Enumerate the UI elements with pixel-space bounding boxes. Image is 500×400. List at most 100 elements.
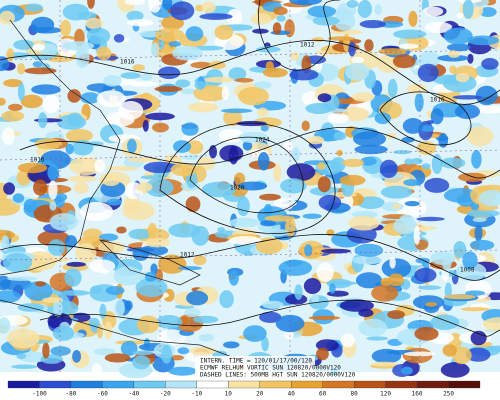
field-blob: [122, 201, 155, 221]
field-blob: [185, 26, 204, 42]
field-blob: [140, 73, 153, 81]
field-blob: [259, 311, 282, 323]
field-blob: [62, 3, 90, 21]
field-blob: [94, 159, 106, 173]
field-blob: [93, 348, 116, 356]
field-blob: [303, 278, 322, 294]
field-blob: [474, 224, 483, 242]
field-blob: [65, 143, 74, 155]
map-field: [0, 0, 500, 379]
field-blob: [348, 41, 356, 57]
field-blob: [289, 0, 322, 6]
field-blob: [414, 267, 437, 283]
field-blob: [96, 90, 126, 108]
field-blob: [139, 245, 169, 256]
field-blob: [471, 150, 482, 169]
field-blob: [3, 182, 15, 195]
field-blob: [214, 24, 234, 40]
field-blob: [145, 238, 170, 248]
caption-line: ECMWF RELHUM VORTIC SUN 120820/0000V120: [200, 365, 341, 372]
field-blob: [228, 269, 239, 286]
field-blob: [308, 315, 341, 321]
field-blob: [64, 235, 77, 248]
field-blob: [234, 78, 254, 83]
field-blob: [260, 124, 269, 132]
field-blob: [318, 194, 342, 211]
colorbar-label: 40: [288, 391, 296, 398]
caption-box: [195, 356, 315, 380]
field-blob: [316, 262, 334, 283]
field-blob: [360, 156, 377, 166]
field-blob: [75, 48, 90, 68]
coast: [0, 299, 241, 361]
field-blob: [163, 288, 175, 302]
field-blob: [60, 290, 90, 296]
field-blob: [417, 63, 439, 83]
field-blob: [404, 158, 414, 165]
isobar: [0, 39, 500, 105]
field-blob: [101, 174, 121, 186]
field-blob: [11, 364, 38, 369]
field-blob: [381, 258, 412, 279]
field-blob: [53, 298, 63, 318]
field-blob: [90, 285, 103, 294]
field-blob: [75, 243, 97, 263]
field-blob: [462, 0, 474, 19]
field-blob: [455, 72, 470, 83]
field-blob: [273, 163, 282, 182]
field-blob: [140, 175, 162, 180]
field-blob: [194, 80, 206, 90]
field-blob: [442, 344, 457, 357]
field-blob: [452, 95, 483, 100]
field-blob: [49, 201, 57, 211]
field-blob: [348, 215, 380, 231]
field-blob: [467, 53, 474, 64]
field-blob: [1, 235, 10, 252]
colorbar-label: 60: [319, 391, 327, 398]
colorbar-label: -80: [66, 391, 77, 398]
contour-label: 1016: [430, 97, 445, 104]
field-blob: [201, 1, 216, 14]
field-blob: [479, 7, 497, 17]
field-blob: [371, 284, 399, 302]
field-blob: [184, 307, 201, 318]
colorbar-label: -100: [32, 391, 47, 398]
field-blob: [152, 122, 169, 133]
field-blob: [456, 12, 464, 19]
field-blob: [20, 94, 43, 109]
field-blob: [41, 43, 58, 57]
field-blob: [424, 177, 450, 193]
field-blob: [399, 214, 415, 224]
field-blob: [387, 78, 398, 99]
parallel: [0, 149, 500, 161]
field-blob: [466, 209, 500, 218]
field-blob: [243, 325, 267, 342]
isobar: [0, 234, 500, 281]
field-blob: [85, 17, 103, 30]
field-blob: [147, 222, 157, 239]
colorbar-segment: [291, 380, 323, 389]
field-blob: [42, 297, 64, 303]
field-blob: [8, 103, 23, 111]
field-blob: [72, 350, 82, 363]
field-blob: [485, 345, 500, 352]
field-blob: [380, 185, 413, 199]
field-blob: [65, 129, 93, 143]
field-blob: [148, 0, 162, 13]
field-blob: [330, 368, 339, 376]
colorbar-segment: [322, 380, 355, 389]
field-blob: [42, 342, 50, 359]
field-blob: [446, 43, 471, 52]
field-blob: [472, 217, 487, 223]
field-blob: [73, 182, 89, 194]
field-blob: [467, 35, 499, 46]
field-blob: [142, 119, 149, 132]
field-blob: [17, 162, 48, 174]
field-blob: [124, 0, 145, 6]
field-blob: [443, 27, 473, 45]
field-blob: [135, 277, 168, 298]
field-blob: [346, 0, 359, 8]
field-blob: [430, 108, 444, 125]
colorbar-segment: [165, 380, 197, 389]
field-blob: [355, 272, 383, 289]
